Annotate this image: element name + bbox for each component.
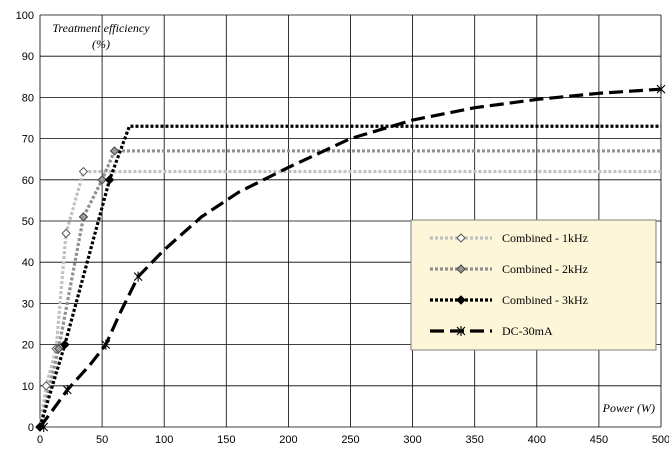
x-tick-label-9: 450 — [590, 434, 608, 446]
series-line-0 — [38, 169, 661, 428]
x-tick-label-8: 400 — [528, 434, 546, 446]
series-3-point-2 — [101, 339, 111, 350]
series-3-point-3 — [133, 271, 143, 282]
series-3-point-1 — [62, 384, 72, 395]
y-tick-label-0: 0 — [28, 422, 34, 434]
series-1-point-3 — [97, 175, 107, 185]
series-group — [38, 87, 662, 428]
x-tick-label-7: 350 — [466, 434, 484, 446]
legend-box — [410, 219, 657, 351]
x-tick-label-4: 200 — [279, 434, 297, 446]
series-3-point-4 — [656, 84, 666, 95]
y-tick-label-1: 10 — [22, 381, 34, 393]
y-tick-label-3: 30 — [22, 298, 34, 310]
legend-marker-2 — [456, 295, 466, 305]
markers-group — [35, 84, 666, 432]
legend-label-2: Combined - 3kHz — [502, 293, 588, 307]
x-tick-label-3: 150 — [217, 434, 235, 446]
series-3-point-0 — [39, 422, 49, 432]
x-tick-label-10: 500 — [652, 434, 669, 446]
series-line-1 — [38, 149, 661, 428]
tick-labels: 0 50 100 150 200 250 300 350 400 450 500 0 10 20 30 40 5… — [16, 10, 669, 446]
series-0-point-4 — [78, 166, 89, 177]
x-axis-title: Power (W) — [602, 401, 655, 415]
x-tick-label-0: 0 — [37, 434, 43, 446]
y-tick-label-10: 100 — [16, 10, 34, 22]
legend: Combined - 1kHz Combined - 2kHz Combined -… — [410, 219, 657, 351]
legend-label-1: Combined - 2kHz — [502, 262, 588, 276]
series-line-3 — [38, 87, 662, 428]
y-tick-label-9: 90 — [22, 51, 34, 63]
legend-marker-3 — [456, 326, 466, 336]
y-tick-label-2: 20 — [22, 340, 34, 352]
series-2-point-1 — [60, 339, 70, 350]
series-0-point-1 — [41, 381, 51, 391]
legend-label-3: DC-30mA — [502, 324, 553, 338]
series-1-point-1 — [53, 344, 64, 354]
y-tick-label-4: 40 — [22, 257, 34, 269]
y-tick-label-5: 50 — [22, 216, 34, 228]
x-tick-label-1: 50 — [96, 434, 108, 446]
y-tick-label-6: 60 — [22, 175, 34, 187]
legend-marker-0 — [456, 233, 466, 243]
y-axis-title-line2: (%) — [92, 37, 110, 51]
x-tick-label-6: 300 — [403, 434, 421, 446]
legend-label-0: Combined - 1kHz — [502, 231, 588, 245]
series-1-point-2 — [78, 212, 89, 222]
y-axis-title-line1: Treatment efficiency — [52, 21, 150, 35]
y-tick-label-8: 80 — [22, 92, 34, 104]
series-0-point-3 — [61, 228, 71, 239]
x-tick-label-2: 100 — [155, 434, 173, 446]
legend-marker-1 — [456, 264, 466, 274]
series-1-point-4 — [109, 146, 120, 156]
x-tick-label-5: 250 — [341, 434, 359, 446]
series-2-point-2 — [104, 175, 115, 185]
y-tick-label-7: 70 — [22, 134, 34, 146]
